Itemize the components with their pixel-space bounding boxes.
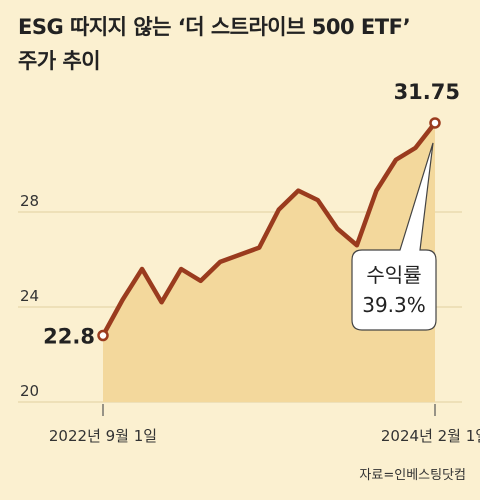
title-line-1: ESG 따지지 않는 ‘더 스트라이브 500 ETF’ <box>18 15 411 39</box>
y-tick-label: 28 <box>20 192 39 210</box>
return-callout: 수익률 39.3% <box>351 142 437 331</box>
series-line <box>100 120 438 338</box>
source-note: 자료=인베스팅닷컴 <box>359 468 466 483</box>
callout-value: 39.3% <box>362 293 426 317</box>
value-labels: 22.8 31.75 <box>43 80 460 349</box>
callout-bubble <box>351 142 437 331</box>
callout-label: 수익률 <box>366 263 421 287</box>
data-point <box>97 329 109 342</box>
area-fill <box>103 122 435 402</box>
series-line-layer <box>97 117 441 342</box>
y-tick-label: 20 <box>20 382 39 400</box>
chart-title: ESG 따지지 않는 ‘더 스트라이브 500 ETF’ 주가 추이 <box>18 10 468 78</box>
end-value-label: 31.75 <box>394 80 460 104</box>
y-tick-label: 24 <box>20 287 39 305</box>
x-axis: 2022년 9월 1일 2024년 2월 1일 <box>49 404 480 445</box>
line-chart: 20 24 28 2022년 9월 1일 2024년 2월 1일 수익률 39.3% 2… <box>18 80 480 445</box>
data-point <box>429 117 441 129</box>
y-tick-labels: 20 24 28 <box>20 192 39 400</box>
area-layer <box>103 122 435 402</box>
start-value-label: 22.8 <box>43 325 95 349</box>
x-tick-label: 2022년 9월 1일 <box>49 427 157 445</box>
title-line-2: 주가 추이 <box>18 49 101 73</box>
x-tick-label: 2024년 2월 1일 <box>381 427 480 445</box>
